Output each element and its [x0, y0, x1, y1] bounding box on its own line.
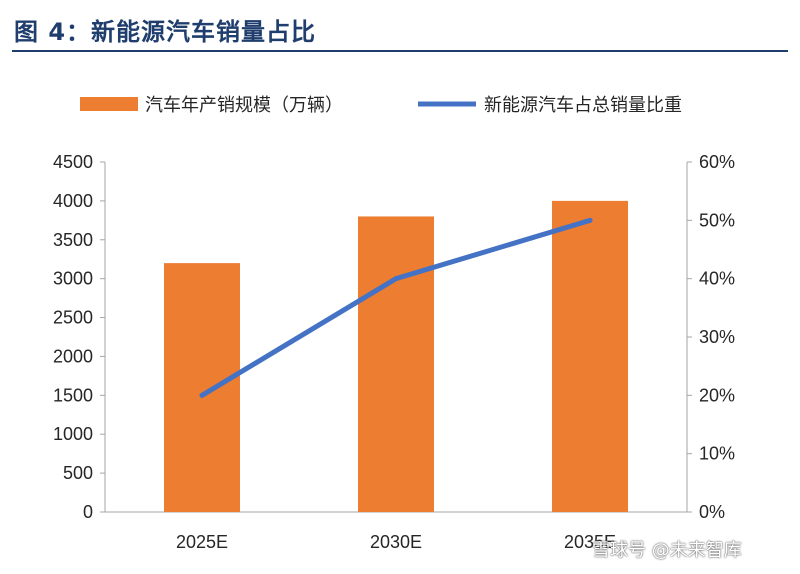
- legend-bar-label: 汽车年产销规模（万辆）: [145, 95, 343, 116]
- legend: 汽车年产销规模（万辆） 新能源汽车占总销量比重: [80, 95, 682, 116]
- right-tick-label: 40%: [699, 269, 735, 289]
- figure-title: 图 4：新能源汽车销量占比: [14, 18, 317, 46]
- right-tick-label: 50%: [699, 210, 735, 230]
- left-tick-label: 0: [83, 502, 93, 522]
- bar-series: [164, 200, 628, 512]
- right-tick-label: 30%: [699, 327, 735, 347]
- bar-2035E: [552, 200, 628, 512]
- left-tick-label: 1500: [53, 385, 93, 405]
- line-point-2025E: [199, 392, 205, 398]
- right-tick-label: 20%: [699, 385, 735, 405]
- left-tick-label: 2000: [53, 346, 93, 366]
- right-tick-label: 10%: [699, 444, 735, 464]
- bar-2025E: [164, 263, 240, 512]
- left-tick-label: 4500: [53, 152, 93, 172]
- x-tick-label: 2030E: [370, 532, 422, 552]
- axes: 0 500 1000 1500 2000 2500 3000 3500 4000 4500 0% 10…: [53, 152, 735, 552]
- left-tick-label: 1000: [53, 424, 93, 444]
- watermark: 雪球号 @未来智库: [592, 540, 742, 561]
- left-tick-label: 4000: [53, 191, 93, 211]
- line-point-2035E: [587, 217, 593, 223]
- left-tick-label: 500: [63, 463, 93, 483]
- left-tick-label: 3500: [53, 230, 93, 250]
- left-tick-label: 3000: [53, 269, 93, 289]
- right-tick-label: 0%: [699, 502, 725, 522]
- x-tick-label: 2025E: [176, 532, 228, 552]
- right-tick-label: 60%: [699, 152, 735, 172]
- bar-2030E: [358, 216, 434, 512]
- line-point-2030E: [393, 276, 399, 282]
- title-divider: [12, 50, 788, 52]
- x-tick-label: 2035E: [564, 532, 616, 552]
- left-tick-label: 2500: [53, 308, 93, 328]
- line-series: [199, 217, 593, 398]
- legend-line-label: 新能源汽车占总销量比重: [484, 95, 682, 116]
- legend-bar-swatch: [80, 97, 138, 111]
